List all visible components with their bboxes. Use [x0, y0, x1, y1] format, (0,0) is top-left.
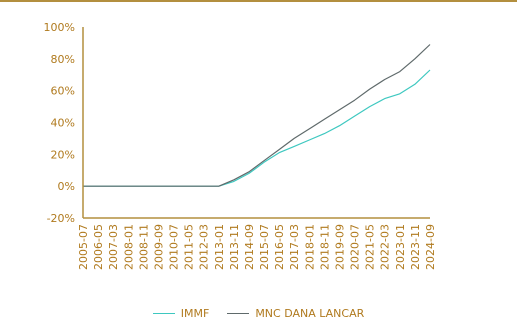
x-tick-label: 2019-09 [333, 224, 346, 270]
legend-item-immf: IMMF [153, 307, 210, 320]
x-tick-label: 2012-03 [198, 224, 211, 270]
x-tick-label: 2020-07 [349, 224, 362, 270]
x-tick-label: 2011-05 [183, 224, 196, 270]
legend-swatch-immf [153, 313, 175, 314]
x-tick-label: 2013-11 [228, 224, 241, 270]
x-tick-label: 2023-11 [409, 224, 422, 270]
x-tick-label: 2014-09 [243, 224, 256, 270]
x-tick-label: 2008-11 [137, 224, 150, 270]
x-tick-label: 2018-11 [318, 224, 331, 270]
y-tick-label: 100% [44, 21, 75, 34]
x-tick-label: 2018-01 [303, 224, 316, 270]
y-tick-label: 40% [51, 117, 75, 130]
x-tick-label: 2009-09 [152, 224, 165, 270]
x-axis-labels: 2005-07 2006-05 2007-03 2008-01 2008-11 2009-… [77, 224, 437, 270]
y-tick-label: 80% [51, 53, 75, 66]
legend-label-mnc-dana-lancar: MNC DANA LANCAR [255, 307, 364, 320]
y-tick-label: 20% [51, 148, 75, 161]
axes [83, 27, 430, 218]
x-tick-label: 2008-01 [122, 224, 135, 270]
legend: IMMF MNC DANA LANCAR [0, 307, 517, 320]
y-tick-label: -20% [47, 212, 75, 225]
x-tick-label: 2017-03 [288, 224, 301, 270]
x-tick-label: 2010-07 [168, 224, 181, 270]
x-tick-label: 2007-03 [107, 224, 120, 270]
x-tick-label: 2022-03 [379, 224, 392, 270]
x-tick-label: 2006-05 [92, 224, 105, 270]
series-line-mnc-dana-lancar [83, 45, 430, 187]
series-lines [83, 45, 430, 187]
series-line-immf [83, 70, 430, 186]
x-tick-label: 2021-05 [364, 224, 377, 270]
legend-swatch-mnc-dana-lancar [227, 313, 249, 314]
y-tick-label: 60% [51, 85, 75, 98]
legend-label-immf: IMMF [181, 307, 210, 320]
y-tick-label: 0% [58, 180, 75, 193]
legend-item-mnc-dana-lancar: MNC DANA LANCAR [227, 307, 364, 320]
x-tick-label: 2015-07 [258, 224, 271, 270]
x-tick-label: 2024-09 [424, 224, 437, 270]
x-tick-label: 2023-01 [394, 224, 407, 270]
y-axis-labels: 100% 80% 60% 40% 20% 0% -20% [44, 21, 75, 225]
x-tick-label: 2016-05 [273, 224, 286, 270]
x-tick-label: 2005-07 [77, 224, 90, 270]
x-tick-label: 2013-01 [213, 224, 226, 270]
